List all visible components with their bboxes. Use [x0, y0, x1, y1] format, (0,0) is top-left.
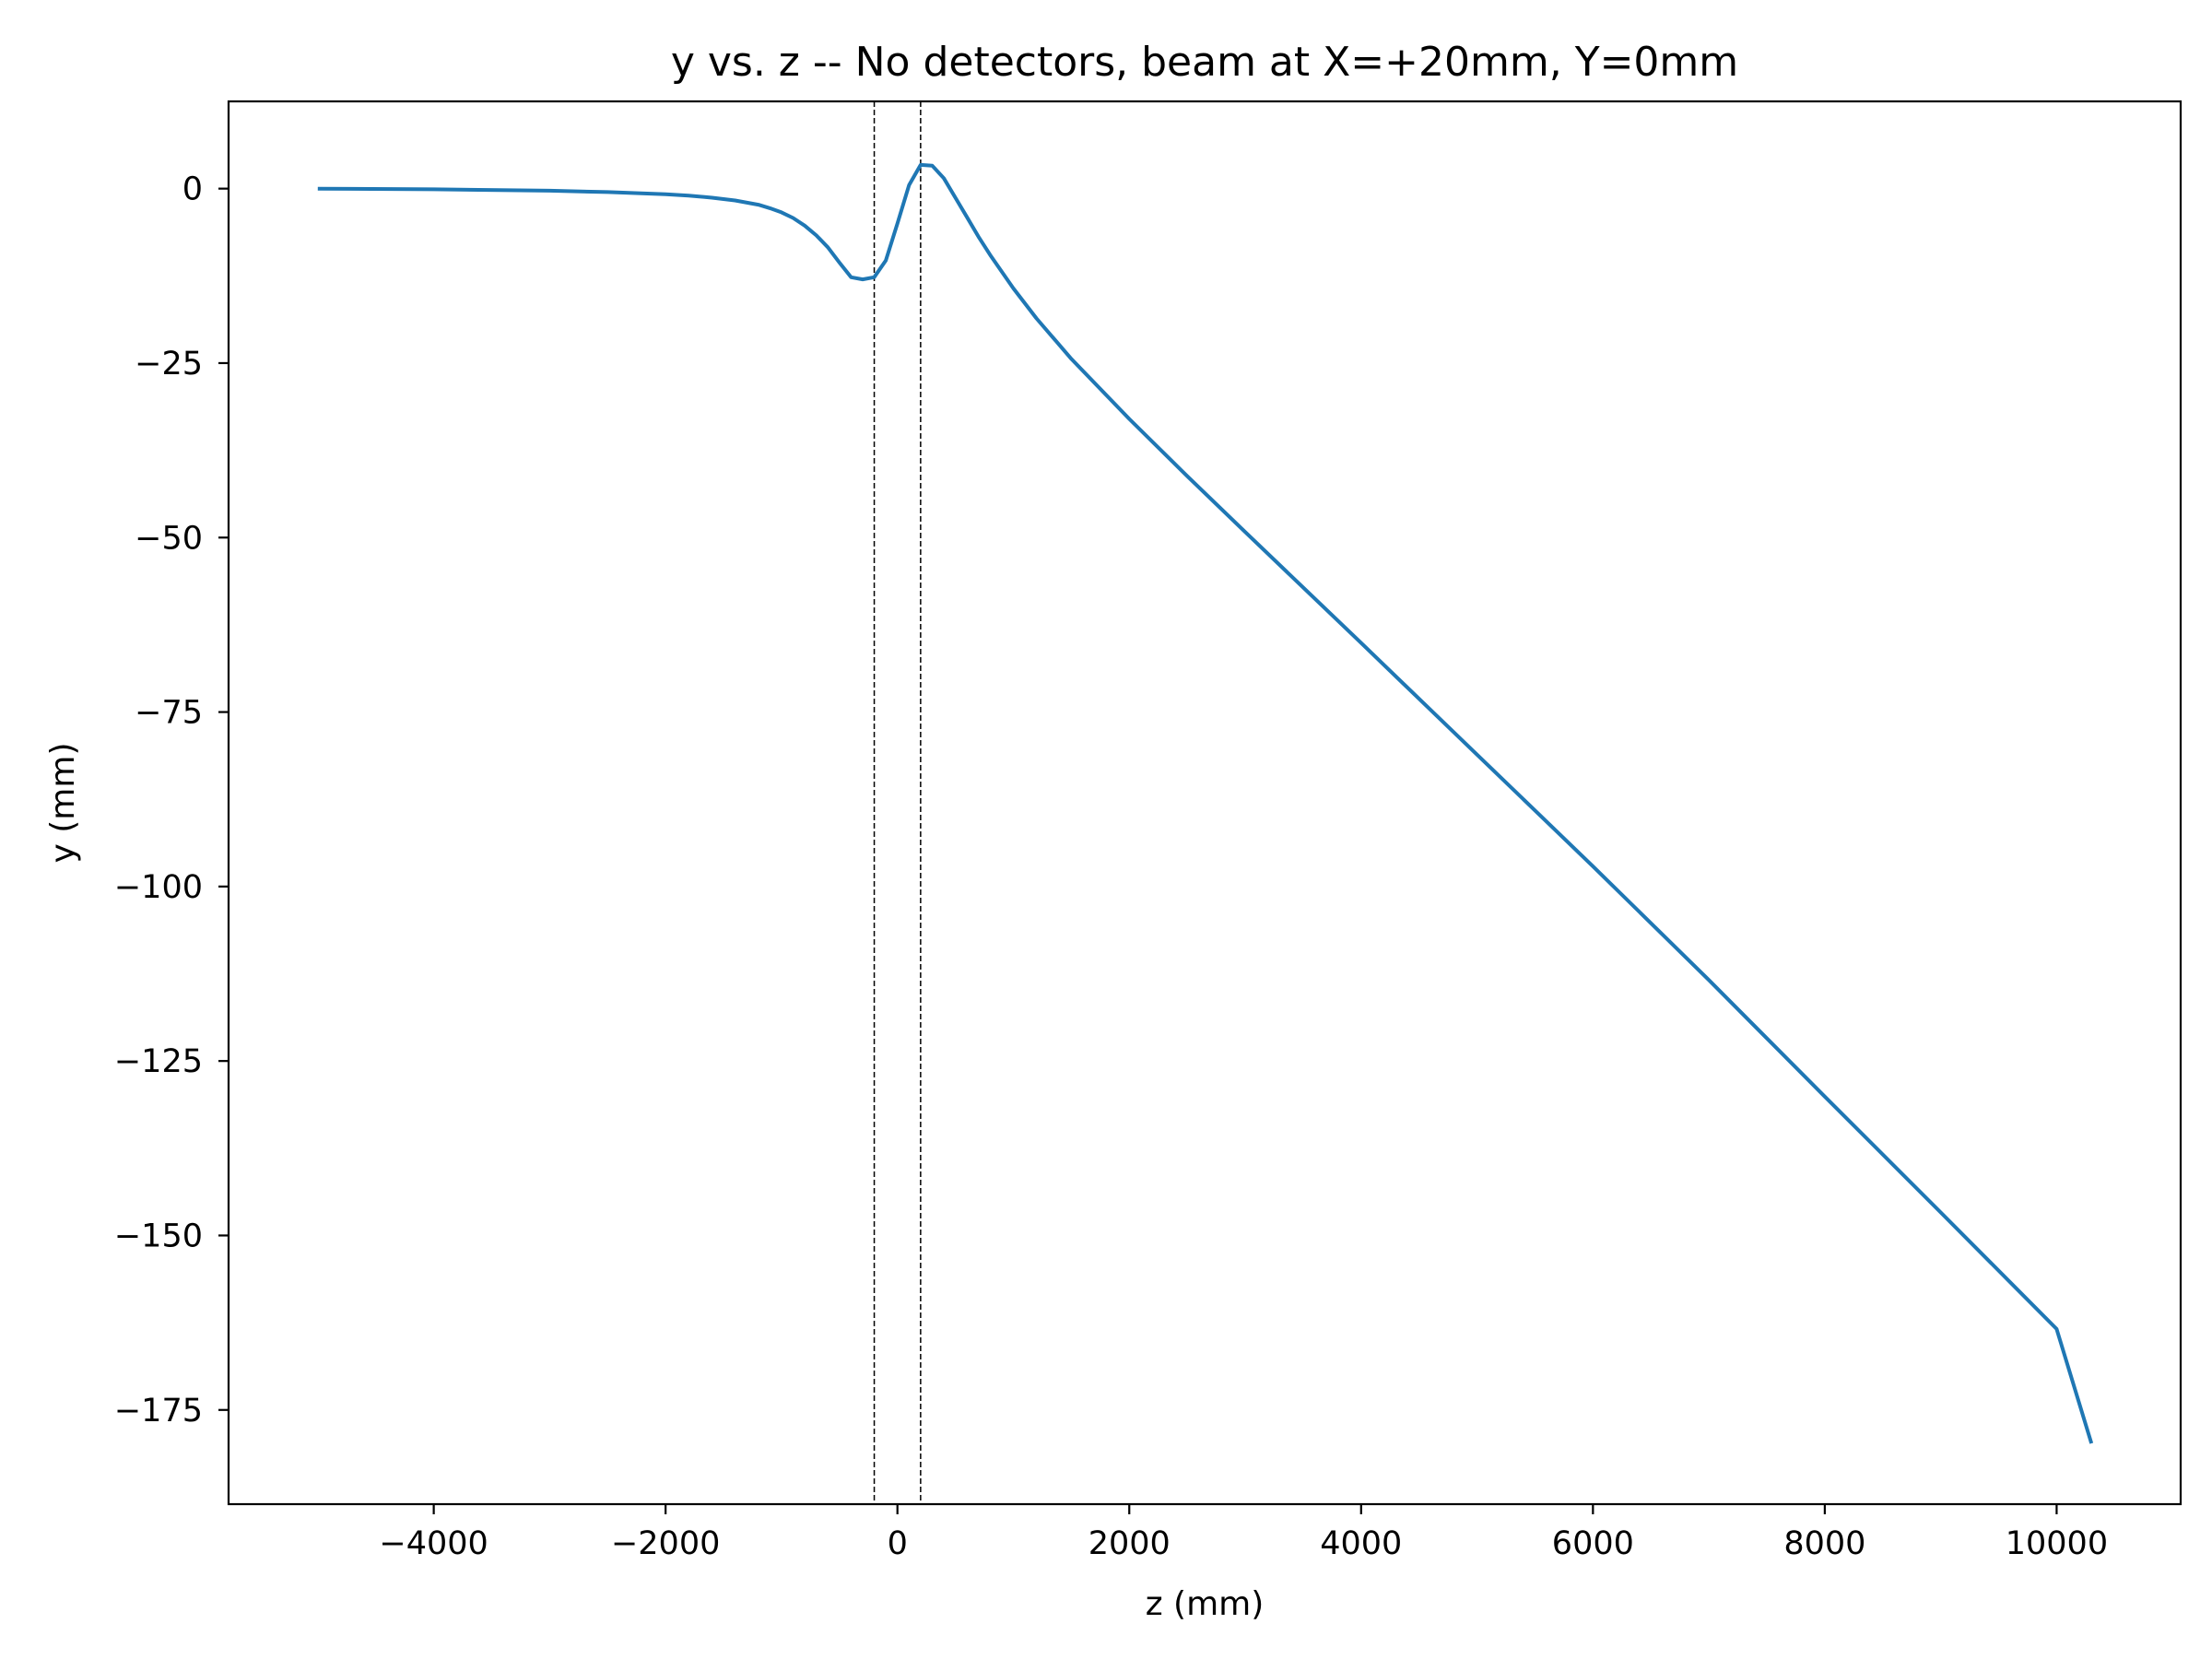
series-line-1 — [317, 162, 2094, 1444]
plot-area-frame — [227, 100, 2183, 1506]
y-axis-ticks: 0 −25 −50 −75 −100 −125 −150 −175 — [114, 171, 229, 1430]
x-axis-ticks: −4000 −2000 0 2000 4000 6000 8000 10000 — [379, 1504, 2108, 1562]
x-tick-label-6: 6000 — [1552, 1525, 1634, 1562]
x-tick-label-8: 10000 — [2006, 1525, 2108, 1562]
x-tick-label-2: −2000 — [611, 1525, 720, 1562]
y-axis-label: y (mm) — [44, 743, 82, 864]
x-tick-label-5: 4000 — [1320, 1525, 1402, 1562]
data-series — [317, 162, 2094, 1444]
reference-lines — [873, 101, 922, 1504]
x-axis-label: z (mm) — [1146, 1585, 1265, 1623]
y-tick-label-7: −150 — [114, 1218, 203, 1254]
y-tick-label-8: −175 — [114, 1393, 203, 1430]
chart-title: y vs. z -- No detectors, beam at X=+20mm… — [671, 39, 1738, 86]
x-tick-label-4: 2000 — [1088, 1525, 1171, 1562]
y-tick-label-4: −75 — [135, 695, 203, 732]
y-tick-label-1: 0 — [182, 171, 203, 208]
y-tick-label-6: −125 — [114, 1043, 203, 1080]
y-tick-label-3: −50 — [135, 520, 203, 557]
y-tick-label-5: −100 — [114, 869, 203, 906]
y-tick-label-2: −25 — [135, 346, 203, 382]
x-tick-label-3: 0 — [888, 1525, 908, 1562]
x-tick-label-1: −4000 — [379, 1525, 488, 1562]
x-tick-label-7: 8000 — [1783, 1525, 1865, 1562]
